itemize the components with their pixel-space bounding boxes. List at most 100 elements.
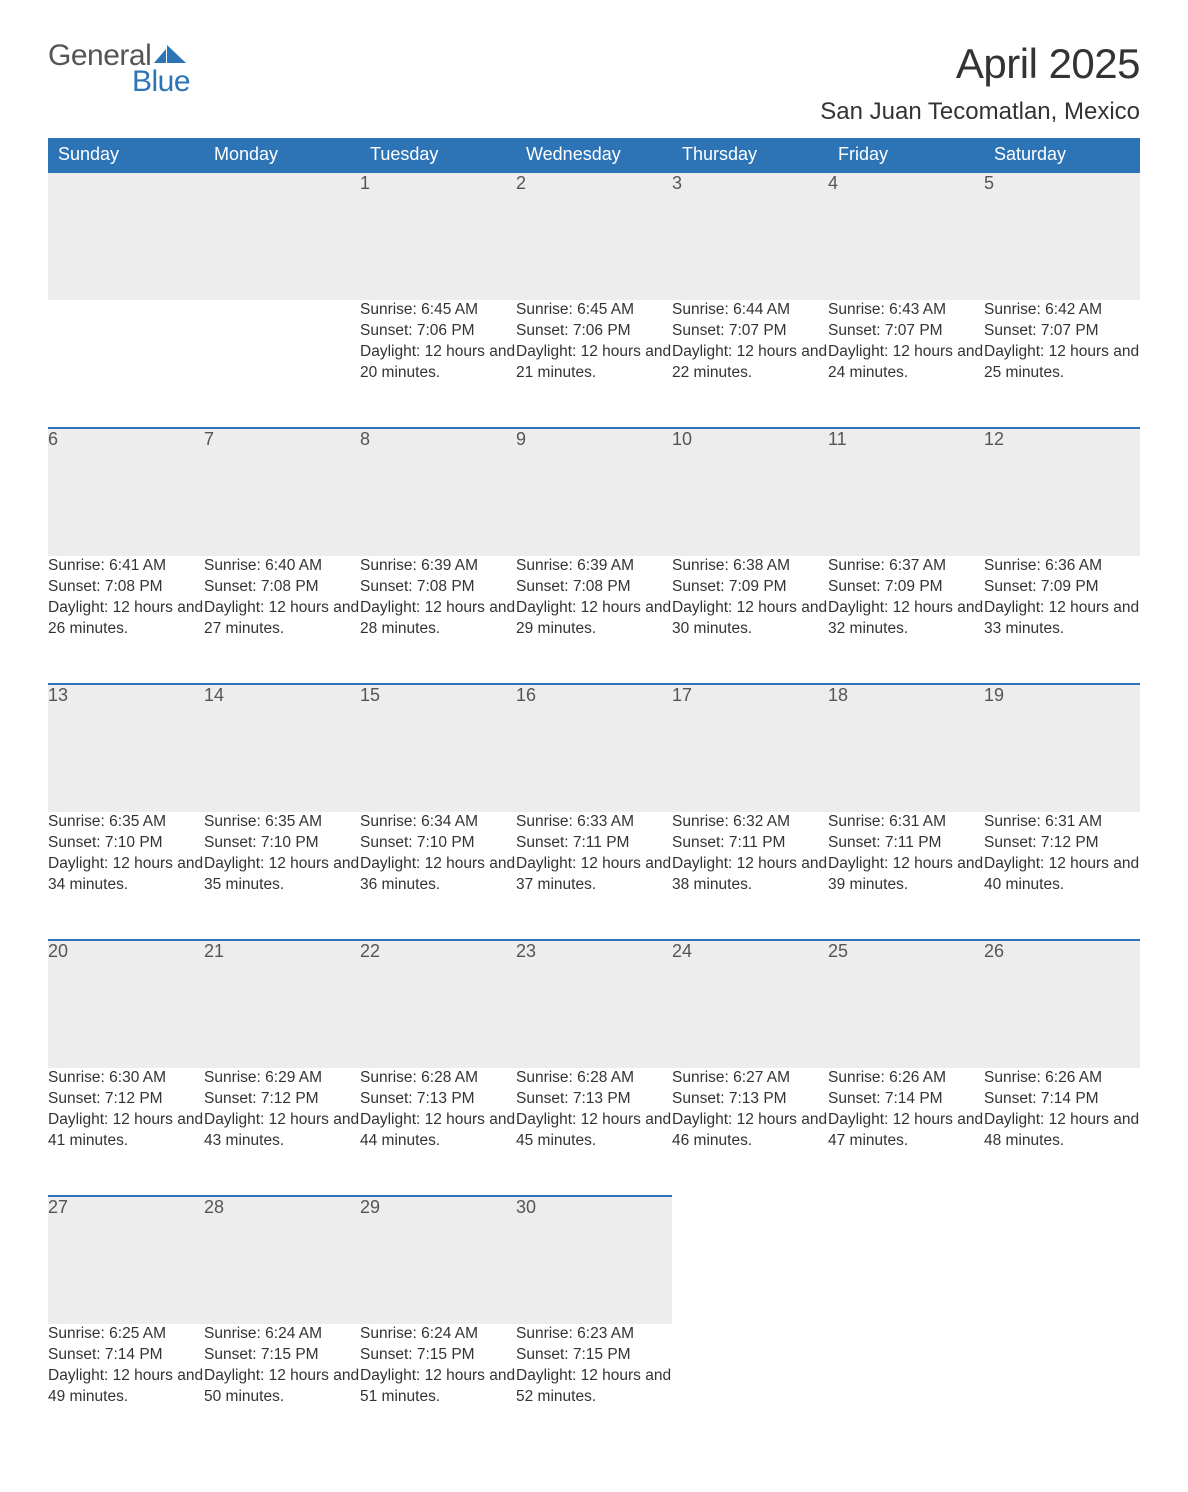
sunset-line: Sunset: 7:08 PM <box>360 577 516 598</box>
daynum-row: 12345 <box>48 172 1140 300</box>
sunset-line: Sunset: 7:14 PM <box>828 1089 984 1110</box>
sunrise-line: Sunrise: 6:41 AM <box>48 556 204 577</box>
daynum-row: 13141516171819 <box>48 684 1140 812</box>
daynum-row: 20212223242526 <box>48 940 1140 1068</box>
day-content-cell <box>828 1324 984 1452</box>
daylight-line: Daylight: 12 hours and 46 minutes. <box>672 1110 828 1152</box>
daylight-line: Daylight: 12 hours and 40 minutes. <box>984 854 1140 896</box>
sunrise-line: Sunrise: 6:32 AM <box>672 812 828 833</box>
daylight-line: Daylight: 12 hours and 51 minutes. <box>360 1366 516 1408</box>
sunset-line: Sunset: 7:08 PM <box>48 577 204 598</box>
sunset-line: Sunset: 7:13 PM <box>360 1089 516 1110</box>
daylight-line: Daylight: 12 hours and 26 minutes. <box>48 598 204 640</box>
sunrise-line: Sunrise: 6:42 AM <box>984 300 1140 321</box>
weekday-header: Wednesday <box>516 138 672 172</box>
daylight-line: Daylight: 12 hours and 33 minutes. <box>984 598 1140 640</box>
daylight-line: Daylight: 12 hours and 45 minutes. <box>516 1110 672 1152</box>
content-row: Sunrise: 6:45 AMSunset: 7:06 PMDaylight:… <box>48 300 1140 428</box>
calendar-table: Sunday Monday Tuesday Wednesday Thursday… <box>48 138 1140 1452</box>
sunset-line: Sunset: 7:14 PM <box>48 1345 204 1366</box>
sunset-line: Sunset: 7:10 PM <box>204 833 360 854</box>
sunset-line: Sunset: 7:08 PM <box>516 577 672 598</box>
day-content-cell <box>48 300 204 428</box>
sunset-line: Sunset: 7:14 PM <box>984 1089 1140 1110</box>
sunrise-line: Sunrise: 6:37 AM <box>828 556 984 577</box>
day-number-cell: 14 <box>204 684 360 812</box>
daylight-line: Daylight: 12 hours and 39 minutes. <box>828 854 984 896</box>
day-content-cell: Sunrise: 6:26 AMSunset: 7:14 PMDaylight:… <box>828 1068 984 1196</box>
day-number-cell: 24 <box>672 940 828 1068</box>
title-block: April 2025 San Juan Tecomatlan, Mexico <box>820 40 1140 126</box>
daylight-line: Daylight: 12 hours and 25 minutes. <box>984 342 1140 384</box>
day-number-cell: 8 <box>360 428 516 556</box>
month-title: April 2025 <box>820 40 1140 88</box>
daynum-row: 27282930 <box>48 1196 1140 1324</box>
daylight-line: Daylight: 12 hours and 32 minutes. <box>828 598 984 640</box>
day-content-cell: Sunrise: 6:24 AMSunset: 7:15 PMDaylight:… <box>360 1324 516 1452</box>
day-content-cell: Sunrise: 6:35 AMSunset: 7:10 PMDaylight:… <box>204 812 360 940</box>
day-content-cell: Sunrise: 6:30 AMSunset: 7:12 PMDaylight:… <box>48 1068 204 1196</box>
day-content-cell <box>204 300 360 428</box>
sunset-line: Sunset: 7:13 PM <box>672 1089 828 1110</box>
day-number-cell <box>828 1196 984 1324</box>
sunrise-line: Sunrise: 6:26 AM <box>984 1068 1140 1089</box>
day-content-cell: Sunrise: 6:39 AMSunset: 7:08 PMDaylight:… <box>360 556 516 684</box>
sunset-line: Sunset: 7:11 PM <box>672 833 828 854</box>
day-content-cell: Sunrise: 6:36 AMSunset: 7:09 PMDaylight:… <box>984 556 1140 684</box>
sunrise-line: Sunrise: 6:31 AM <box>828 812 984 833</box>
daylight-line: Daylight: 12 hours and 29 minutes. <box>516 598 672 640</box>
daylight-line: Daylight: 12 hours and 36 minutes. <box>360 854 516 896</box>
day-number-cell: 13 <box>48 684 204 812</box>
day-content-cell: Sunrise: 6:40 AMSunset: 7:08 PMDaylight:… <box>204 556 360 684</box>
logo-word-blue: Blue <box>132 66 190 98</box>
day-content-cell: Sunrise: 6:38 AMSunset: 7:09 PMDaylight:… <box>672 556 828 684</box>
day-content-cell: Sunrise: 6:45 AMSunset: 7:06 PMDaylight:… <box>516 300 672 428</box>
daylight-line: Daylight: 12 hours and 35 minutes. <box>204 854 360 896</box>
daylight-line: Daylight: 12 hours and 44 minutes. <box>360 1110 516 1152</box>
daylight-line: Daylight: 12 hours and 34 minutes. <box>48 854 204 896</box>
location: San Juan Tecomatlan, Mexico <box>820 98 1140 126</box>
sunset-line: Sunset: 7:13 PM <box>516 1089 672 1110</box>
weekday-header: Thursday <box>672 138 828 172</box>
day-content-cell: Sunrise: 6:37 AMSunset: 7:09 PMDaylight:… <box>828 556 984 684</box>
weekday-header-row: Sunday Monday Tuesday Wednesday Thursday… <box>48 138 1140 172</box>
day-number-cell: 20 <box>48 940 204 1068</box>
day-number-cell <box>984 1196 1140 1324</box>
day-number-cell: 21 <box>204 940 360 1068</box>
sunrise-line: Sunrise: 6:29 AM <box>204 1068 360 1089</box>
sunrise-line: Sunrise: 6:33 AM <box>516 812 672 833</box>
sunset-line: Sunset: 7:10 PM <box>48 833 204 854</box>
day-content-cell: Sunrise: 6:45 AMSunset: 7:06 PMDaylight:… <box>360 300 516 428</box>
daylight-line: Daylight: 12 hours and 48 minutes. <box>984 1110 1140 1152</box>
weekday-header: Sunday <box>48 138 204 172</box>
sunrise-line: Sunrise: 6:24 AM <box>204 1324 360 1345</box>
daylight-line: Daylight: 12 hours and 52 minutes. <box>516 1366 672 1408</box>
day-number-cell <box>48 172 204 300</box>
daynum-row: 6789101112 <box>48 428 1140 556</box>
sunrise-line: Sunrise: 6:45 AM <box>360 300 516 321</box>
sunrise-line: Sunrise: 6:43 AM <box>828 300 984 321</box>
sunset-line: Sunset: 7:15 PM <box>204 1345 360 1366</box>
day-number-cell: 26 <box>984 940 1140 1068</box>
day-number-cell: 9 <box>516 428 672 556</box>
day-content-cell: Sunrise: 6:35 AMSunset: 7:10 PMDaylight:… <box>48 812 204 940</box>
weekday-header: Monday <box>204 138 360 172</box>
day-number-cell: 23 <box>516 940 672 1068</box>
day-number-cell: 19 <box>984 684 1140 812</box>
sunset-line: Sunset: 7:11 PM <box>828 833 984 854</box>
sunrise-line: Sunrise: 6:36 AM <box>984 556 1140 577</box>
daylight-line: Daylight: 12 hours and 20 minutes. <box>360 342 516 384</box>
day-content-cell: Sunrise: 6:42 AMSunset: 7:07 PMDaylight:… <box>984 300 1140 428</box>
sunset-line: Sunset: 7:12 PM <box>204 1089 360 1110</box>
day-content-cell: Sunrise: 6:23 AMSunset: 7:15 PMDaylight:… <box>516 1324 672 1452</box>
sunset-line: Sunset: 7:12 PM <box>48 1089 204 1110</box>
day-number-cell: 6 <box>48 428 204 556</box>
day-number-cell <box>672 1196 828 1324</box>
sunset-line: Sunset: 7:07 PM <box>984 321 1140 342</box>
sunrise-line: Sunrise: 6:39 AM <box>360 556 516 577</box>
day-number-cell: 27 <box>48 1196 204 1324</box>
day-number-cell: 1 <box>360 172 516 300</box>
daylight-line: Daylight: 12 hours and 49 minutes. <box>48 1366 204 1408</box>
day-number-cell: 12 <box>984 428 1140 556</box>
daylight-line: Daylight: 12 hours and 43 minutes. <box>204 1110 360 1152</box>
